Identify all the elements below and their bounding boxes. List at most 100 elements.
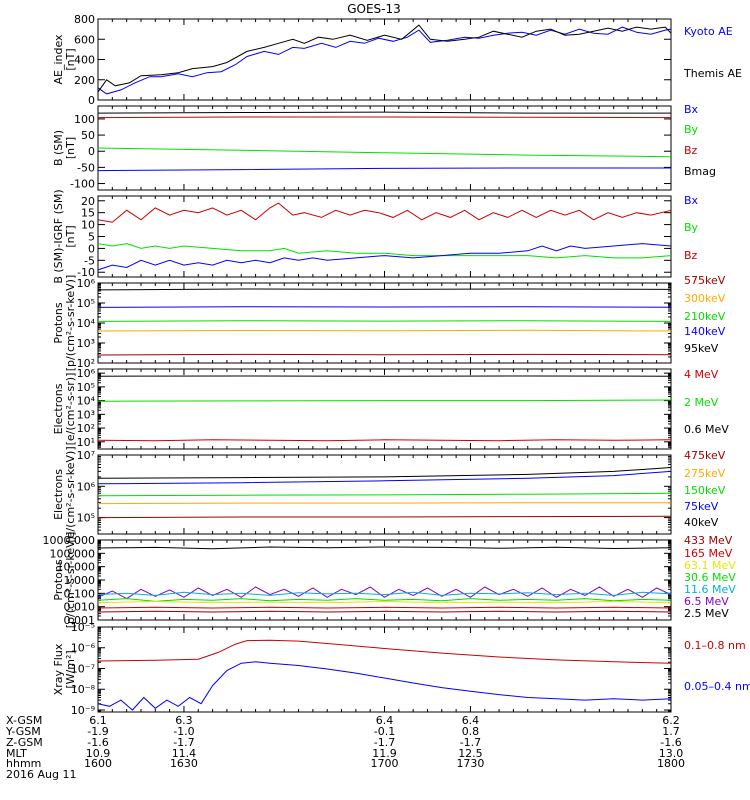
protons-mev-ytick-label: 0.010	[64, 601, 96, 614]
protons-mev-ytick-label: 0.001	[64, 614, 96, 627]
protons-mev-series-purple	[97, 586, 672, 600]
xray-flux-ytick-label: 10⁻⁶	[71, 642, 96, 655]
electrons-mev-ytick-label: 10²	[77, 422, 95, 435]
axis-row-value: 1630	[170, 757, 198, 770]
ae-index-legend-label: Themis AE	[683, 67, 742, 80]
protons-kev-ytick-label: 10⁵	[77, 297, 95, 310]
xray-flux-ylabel: [W/m²]	[64, 650, 77, 688]
electrons-mev-series-green	[97, 399, 672, 402]
xray-flux-ytick-label: 10⁻⁷	[71, 662, 95, 675]
protons-mev-series-yellow	[97, 600, 672, 604]
electrons-kev-legend-label: 150keV	[684, 484, 726, 497]
protons-kev-ylabel: [p/(cm²-s-sr-keV)]	[64, 275, 77, 372]
protons-mev-ytick-label: 1000.000	[43, 534, 96, 547]
b-sm-minus-igrf-ytick-label: 5	[88, 231, 95, 244]
b-sm-minus-igrf-series-red	[97, 202, 672, 223]
protons-kev-series-darkred	[97, 353, 672, 356]
protons-mev-series-black	[97, 546, 672, 550]
ae-index-panel: 0 200 400 600 800 AE_index [nT] Kyoto AE Themis …	[52, 13, 742, 107]
ae-index-ytick-label: 200	[74, 74, 95, 87]
b-sm-series-blue	[97, 167, 671, 172]
protons-kev-series-orange	[97, 329, 672, 332]
protons-mev-series-green	[97, 598, 672, 602]
protons-kev-series-green	[97, 320, 672, 322]
axis-row-value: 11.9	[372, 747, 397, 760]
xray-flux-legend-label: 0.1–0.8 nm	[684, 639, 746, 652]
protons-mev-series-darkred	[97, 610, 672, 613]
protons-mev-ytick-label: 0.100	[64, 587, 96, 600]
electrons-kev-ylabel: [e/(cm²-s-sr-keV)]	[64, 446, 77, 542]
protons-kev-legend-label: 140keV	[684, 325, 726, 338]
protons-mev-ylabel: Protons	[52, 559, 65, 600]
electrons-kev-ytick-label: 10⁵	[77, 512, 95, 525]
xray-flux-series-red	[97, 639, 672, 664]
electrons-mev-ytick-label: 10³	[77, 408, 95, 421]
protons-mev-ytick-label: 100.000	[50, 547, 96, 560]
protons-kev-frame	[97, 282, 672, 364]
b-sm-series-green	[97, 147, 672, 158]
protons-mev-series-red	[97, 606, 672, 609]
protons-mev-series-cyan	[97, 591, 672, 596]
xray-flux-panel: 10⁻⁹ 10⁻⁸ 10⁻⁷ 10⁻⁶ 10⁻⁵ Xray Flux [W/m²] 0.1–0…	[52, 621, 750, 717]
axis-row-value: 1730	[456, 757, 484, 770]
axis-row-value: 6.4	[376, 714, 394, 727]
electrons-mev-legend-label: 4 MeV	[684, 368, 719, 381]
axis-row-value: 6.1	[89, 714, 107, 727]
axis-row-label: hhmm	[6, 757, 41, 770]
protons-kev-ytick-label: 10⁴	[77, 317, 96, 330]
electrons-kev-legend-label: 75keV	[684, 500, 719, 513]
protons-kev-series-black	[97, 288, 672, 291]
electrons-kev-legend-label: 475keV	[684, 449, 726, 462]
ae-index-ylabel: [nT]	[64, 48, 77, 70]
b-sm-legend-label: Bmag	[684, 165, 716, 178]
axis-row-value: 10.9	[86, 747, 111, 760]
protons-kev-legend-label: 210keV	[684, 310, 726, 323]
protons-mev-ytick-label: 1.000	[64, 574, 96, 587]
xray-flux-series-blue	[97, 661, 672, 711]
b-sm-series-black	[97, 111, 671, 114]
b-sm-legend-label: Bz	[684, 144, 698, 157]
xray-flux-ytick-label: 10⁻⁵	[71, 621, 95, 634]
protons-kev-series-blue	[97, 306, 672, 308]
axis-row-value: 6.3	[175, 714, 193, 727]
protons-kev-legend-label: 300keV	[684, 292, 726, 305]
protons-kev-panel: 10² 10³ 10⁴ 10⁵ 10⁶ Protons [p/(cm²-s-sr-keV)]…	[52, 274, 726, 371]
protons-mev-panel: 0.0010.0100.1001.00010.000100.0001000.00…	[43, 532, 737, 629]
b-sm-minus-igrf-ytick-label: 15	[81, 207, 95, 220]
b-sm-minus-igrf-series-blue	[97, 243, 672, 271]
electrons-kev-ylabel: Electrons	[52, 469, 65, 520]
protons-mev-legend-label: 63.1 MeV	[684, 559, 736, 572]
b-sm-ytick-label: -100	[70, 178, 95, 191]
axis-row-value: 1600	[84, 757, 112, 770]
electrons-mev-series-red	[97, 439, 672, 442]
axis-row-label: MLT	[6, 747, 27, 760]
protons-kev-legend-label: 575keV	[684, 274, 726, 287]
ae-index-series-black	[97, 24, 672, 93]
electrons-kev-ytick-label: 10⁶	[77, 480, 96, 493]
ae-index-ytick-label: 800	[74, 13, 95, 26]
protons-kev-legend-label: 95keV	[684, 342, 719, 355]
protons-mev-legend-label: 30.6 MeV	[684, 571, 736, 584]
axis-row-value: 1700	[371, 757, 399, 770]
b-sm-minus-igrf-legend-label: Bz	[684, 249, 698, 262]
protons-mev-legend-label: 165 MeV	[684, 547, 733, 560]
electrons-kev-ytick-label: 10⁷	[77, 449, 95, 462]
axis-row-value: -1.0	[173, 725, 194, 738]
axis-row-value: 13.0	[659, 747, 684, 760]
b-sm-ytick-label: -50	[77, 161, 95, 174]
protons-mev-ylabel: [p/(cm²-s-sr-keV)]	[64, 532, 77, 629]
axis-row-label: X-GSM	[6, 714, 42, 727]
b-sm-minus-igrf-ytick-label: 20	[81, 195, 95, 208]
axis-row-value: 1.7	[662, 725, 680, 738]
electrons-mev-ytick-label: 10⁶	[77, 367, 96, 380]
electrons-mev-legend-label: 2 MeV	[684, 396, 719, 409]
axis-row-value: -1.7	[460, 736, 481, 749]
xray-flux-ylabel: Xray Flux	[52, 643, 65, 695]
electrons-mev-frame	[97, 368, 672, 450]
xray-flux-legend-label: 0.05–0.4 nm	[684, 680, 750, 693]
b-sm-minus-igrf-legend-label: Bx	[684, 194, 699, 207]
b-sm-ylabel: [nT]	[64, 137, 77, 159]
